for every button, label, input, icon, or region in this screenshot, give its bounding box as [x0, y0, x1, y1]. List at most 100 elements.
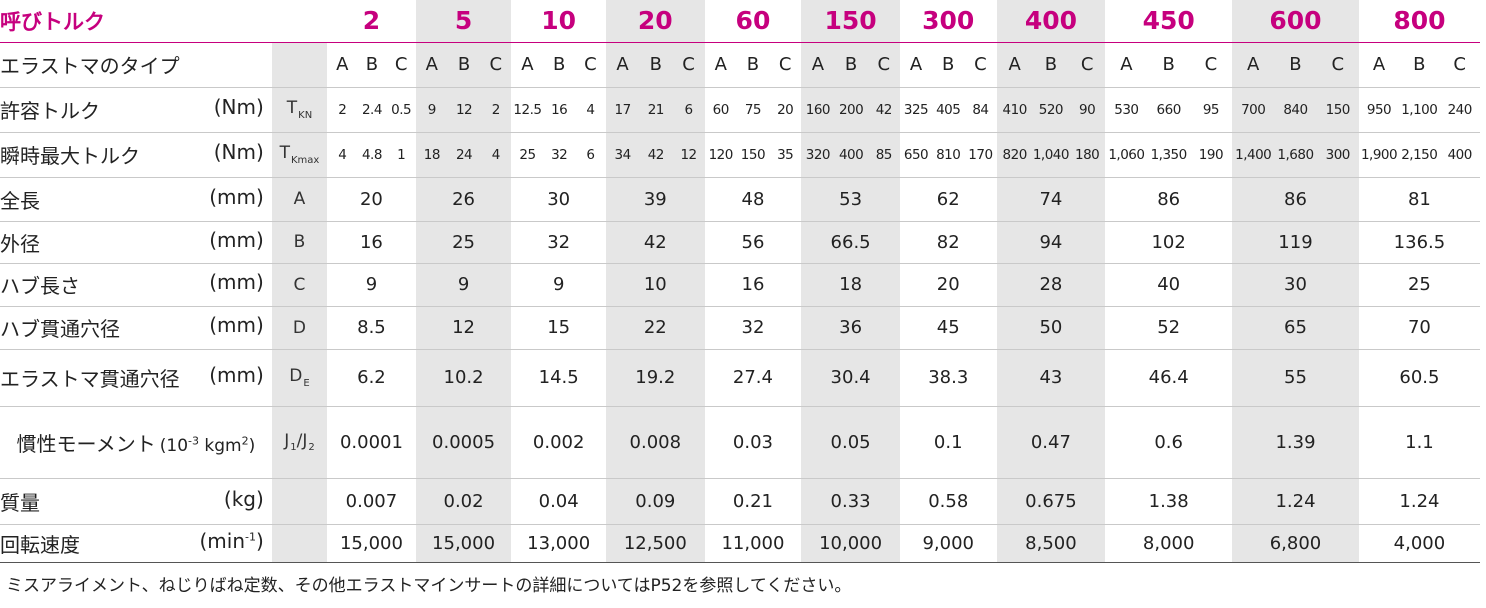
elastomer-type-b-cell: B: [932, 42, 965, 88]
hub-bore-value: 45: [899, 306, 997, 350]
rated-torque-value: 660: [1147, 87, 1190, 133]
hub-bore-value: 52: [1105, 306, 1233, 350]
max-torque-value: 1,900: [1358, 132, 1400, 178]
overall-length-value: 81: [1358, 177, 1480, 222]
max-torque-value: 24: [447, 132, 481, 178]
max-torque-value: 85: [867, 132, 900, 178]
inertia-symbol-sub1: 1: [290, 442, 297, 454]
elastomer-bore-symbol-sub: E: [303, 377, 310, 389]
nominal-torque-label-cell: 呼びトルク: [0, 0, 272, 43]
inertia-symbol: J1/J2: [271, 406, 328, 479]
max-torque-value: 1,060: [1105, 132, 1148, 178]
rated-torque-value: 520: [1032, 87, 1070, 133]
elastomer-bore-symbol-text: D: [289, 366, 303, 387]
rated-torque-value: 1,100: [1399, 87, 1440, 133]
outer-diameter-value: 66.5: [801, 221, 900, 264]
overall-length-value: 53: [801, 177, 900, 222]
elastomer-type-b-cell: B: [1399, 42, 1440, 88]
outer-diameter-value: 82: [899, 221, 997, 264]
hub-bore-value: 36: [801, 306, 900, 350]
hub-length-value: 28: [996, 263, 1106, 307]
max-torque-value: 120: [704, 132, 737, 178]
mass-value: 1.24: [1358, 478, 1480, 525]
rated-torque-value: 405: [932, 87, 965, 133]
elastomer-type-a-cell: A: [996, 42, 1033, 88]
outer-diameter-value: 94: [996, 221, 1106, 264]
speed-value: 12,500: [605, 524, 705, 563]
rated-torque-value: 2: [480, 87, 512, 133]
rated-torque-value: 21: [639, 87, 673, 133]
elastomer-type-label: エラストマのタイプ: [0, 54, 180, 78]
mass-row: 質量 (kg) 0.007 0.02 0.04 0.09 0.21 0.33 0.58 0.675…: [0, 478, 1480, 525]
elastomer-bore-symbol: DE: [271, 349, 328, 407]
rated-torque-value: 240: [1439, 87, 1480, 133]
mass-label-cell: 質量 (kg): [0, 478, 272, 525]
outer-diameter-value: 119: [1232, 221, 1359, 264]
mass-value: 0.09: [605, 478, 705, 525]
rated-torque-symbol-sub: KN: [298, 109, 313, 121]
elastomer-type-a-cell: A: [801, 42, 835, 88]
max-torque-value: 820: [996, 132, 1033, 178]
hub-length-value: 20: [899, 263, 997, 307]
elastomer-type-c-cell: C: [672, 42, 705, 88]
size-300-header: 300: [899, 0, 997, 43]
mass-value: 0.02: [415, 478, 512, 525]
max-torque-value: 12: [672, 132, 705, 178]
elastomer-bore-value: 10.2: [415, 349, 512, 407]
speed-value: 15,000: [415, 524, 512, 563]
speed-value: 13,000: [511, 524, 606, 563]
rated-torque-label-cell: 許容トルク (Nm): [0, 87, 272, 133]
size-5-header: 5: [415, 0, 512, 43]
elastomer-bore-label-cell: エラストマ貫通穴径 (mm): [0, 349, 272, 407]
hub-bore-symbol-text: D: [292, 317, 307, 338]
footnote: ミスアライメント、ねじりばね定数、その他エラストマインサートの詳細についてはP5…: [6, 576, 852, 596]
max-torque-value: 400: [834, 132, 868, 178]
inertia-value: 1.1: [1358, 406, 1480, 479]
outer-diameter-value: 25: [415, 221, 512, 264]
hub-bore-value: 22: [605, 306, 705, 350]
outer-diameter-value: 32: [511, 221, 606, 264]
rated-torque-row: 許容トルク (Nm) TKN 2 2.4 0.5 9 12 2 12.5 16 4 17 21 6 60 75 2…: [0, 87, 1480, 133]
elastomer-type-a-cell: A: [605, 42, 640, 88]
overall-length-label: 全長: [0, 188, 40, 213]
rated-torque-value: 150: [1316, 87, 1359, 133]
size-400-header: 400: [996, 0, 1106, 43]
size-60-header: 60: [704, 0, 802, 43]
rated-torque-value: 2.4: [357, 87, 387, 133]
max-torque-unit: (Nm): [213, 140, 264, 164]
rated-torque-symbol: TKN: [271, 87, 328, 133]
rated-torque-value: 200: [834, 87, 868, 133]
size-2-header: 2: [327, 0, 416, 43]
inertia-symbol-slash: /: [296, 430, 303, 451]
max-torque-label: 瞬時最大トルク: [0, 144, 140, 168]
mass-unit: (kg): [223, 486, 264, 511]
max-torque-value: 1,040: [1032, 132, 1069, 178]
max-torque-value: 320: [801, 132, 835, 178]
inertia-value: 0.002: [511, 406, 606, 479]
max-torque-value: 170: [964, 132, 997, 178]
overall-length-value: 39: [605, 177, 705, 222]
overall-length-row: 全長 (mm) A 20 26 30 39 48 53 62 74 86 86 81: [0, 177, 1480, 222]
rated-torque-value: 160: [801, 87, 835, 133]
outer-diameter-label: 外径: [0, 231, 40, 256]
elastomer-type-a-cell: A: [899, 42, 933, 88]
hub-bore-value: 12: [415, 306, 512, 350]
speed-label: 回転速度: [0, 532, 80, 557]
outer-diameter-symbol-text: B: [293, 232, 306, 252]
max-torque-value: 180: [1069, 132, 1106, 178]
max-torque-value: 4: [327, 132, 358, 178]
rated-torque-value: 840: [1274, 87, 1317, 133]
overall-length-symbol: A: [271, 177, 328, 222]
mass-value: 0.21: [704, 478, 802, 525]
mass-symbol: [271, 478, 328, 525]
hub-bore-symbol: D: [271, 306, 328, 350]
elastomer-type-c-cell: C: [574, 42, 606, 88]
rated-torque-value: 42: [867, 87, 900, 133]
max-torque-value: 32: [543, 132, 575, 178]
speed-value: 11,000: [704, 524, 802, 563]
speed-symbol: [271, 524, 328, 563]
outer-diameter-value: 56: [704, 221, 802, 264]
hub-bore-label: ハブ貫通穴径: [0, 317, 120, 341]
elastomer-bore-value: 46.4: [1105, 349, 1233, 407]
max-torque-value: 25: [511, 132, 544, 178]
